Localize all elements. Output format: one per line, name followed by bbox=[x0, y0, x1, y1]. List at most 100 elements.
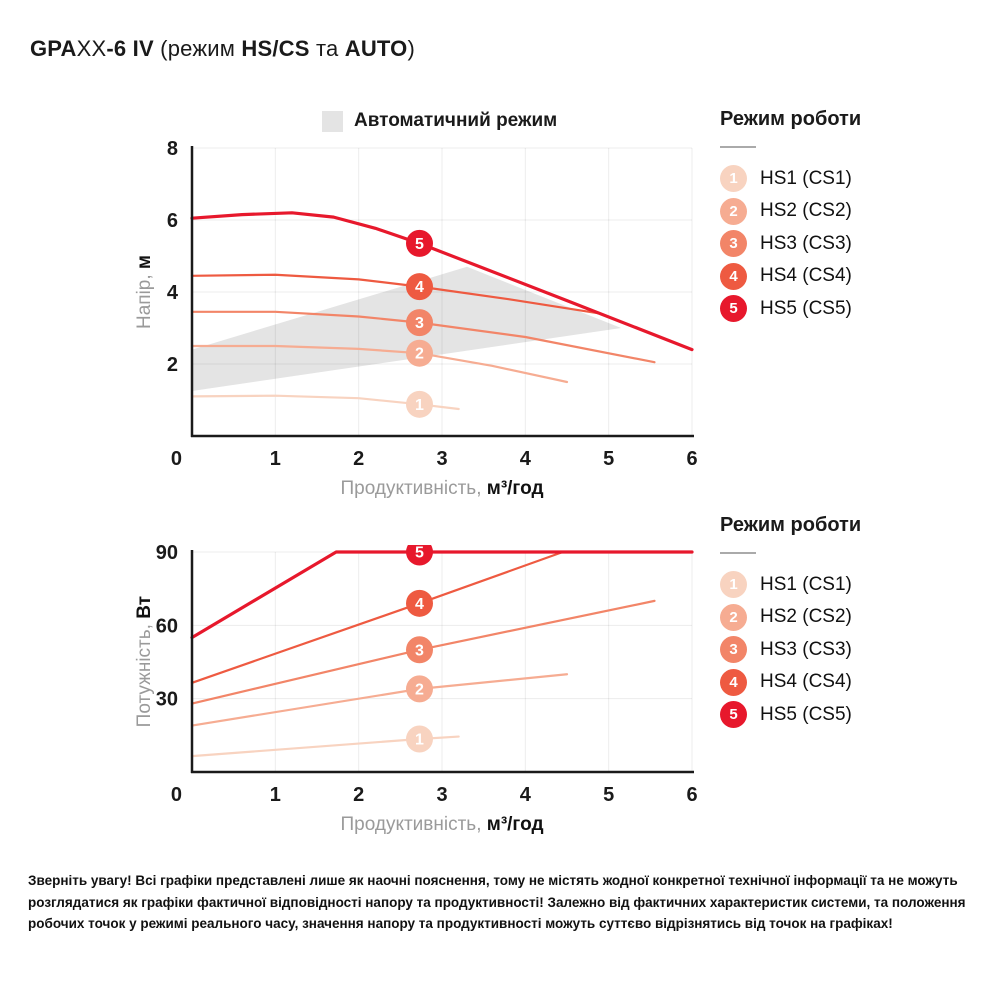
mode-number-badge: 5 bbox=[720, 295, 747, 322]
curve-marker-number: 5 bbox=[415, 545, 424, 562]
mode-number-badge: 1 bbox=[720, 165, 747, 192]
curve-marker-number: 2 bbox=[415, 681, 424, 698]
y-tick-label: 30 bbox=[156, 689, 178, 711]
legend-item-label: HS3 (CS3) bbox=[760, 638, 852, 660]
curve-marker-number: 1 bbox=[415, 732, 424, 749]
x-tick-label: 0 bbox=[171, 784, 182, 806]
y-tick-label: 8 bbox=[167, 138, 178, 160]
x-tick-label: 1 bbox=[270, 784, 281, 806]
mode-number-badge: 3 bbox=[720, 230, 747, 257]
mode-legend-title: Режим роботи bbox=[720, 108, 862, 130]
curve-marker-number: 4 bbox=[415, 279, 424, 296]
x-tick-label: 2 bbox=[353, 448, 364, 470]
curve-hs2 bbox=[190, 673, 569, 727]
mode-number-badge: 1 bbox=[720, 571, 747, 598]
text-segment: м³/год bbox=[486, 478, 544, 499]
mode-number-badge: 4 bbox=[720, 668, 747, 696]
text-segment: ) bbox=[407, 36, 415, 61]
curve-marker-2 bbox=[406, 339, 433, 367]
auto-mode-legend: Автоматичний режим bbox=[322, 110, 557, 132]
head-chart-svg: 0 1 2 3 4 5 6 2 4 6 8 1 2 3 4 5 bbox=[167, 138, 698, 470]
legend-item-label: HS3 (CS3) bbox=[760, 232, 852, 254]
curve-hs5 bbox=[190, 211, 694, 352]
text-segment: GPA bbox=[30, 36, 77, 61]
curve-hs4 bbox=[190, 550, 564, 684]
x-tick-label: 6 bbox=[686, 784, 697, 806]
mode-number-badge: 2 bbox=[720, 603, 747, 631]
curve-hs4 bbox=[190, 273, 602, 315]
curve-marker-4 bbox=[406, 273, 433, 301]
curve-marker-4 bbox=[406, 589, 433, 617]
x-tick-label: 3 bbox=[436, 448, 447, 470]
curve-marker-number: 3 bbox=[415, 642, 424, 659]
curve-marker-number: 5 bbox=[415, 236, 424, 253]
legend-item-label: HS5 (CS5) bbox=[760, 703, 852, 725]
legend-item-hs4: 4 HS4 (CS4) bbox=[720, 668, 970, 696]
legend-item-label: HS2 (CS2) bbox=[760, 606, 852, 627]
mode-legend-items: 1 HS1 (CS1) 2 HS2 (CS2) 3 HS3 (CS3) 4 HS4 (CS4)… bbox=[720, 571, 970, 728]
curve-marker-3 bbox=[406, 636, 433, 664]
text-segment: та bbox=[309, 36, 345, 61]
text-segment: -6 IV bbox=[106, 36, 154, 61]
text-segment: (режим bbox=[153, 36, 242, 61]
mode-legend-items: 1 HS1 (CS1) 2 HS2 (CS2) 3 HS3 (CS3) 4 HS4 (CS4)… bbox=[720, 165, 970, 322]
text-segment: XX bbox=[76, 36, 107, 61]
legend-item-label: HS4 (CS4) bbox=[760, 265, 852, 286]
legend-item-label: HS4 (CS4) bbox=[760, 671, 852, 692]
legend-item-hs1: 1 HS1 (CS1) bbox=[720, 165, 970, 192]
curve-marker-5 bbox=[406, 229, 433, 257]
page-title: GPAXX-6 IV (режим HS/CS та AUTO) bbox=[30, 36, 415, 62]
y-tick-label: 60 bbox=[156, 615, 178, 637]
mode-number-badge: 5 bbox=[720, 701, 747, 728]
x-tick-label: 5 bbox=[603, 784, 614, 806]
curve-marker-5 bbox=[406, 545, 433, 566]
x-tick-label: 6 bbox=[686, 448, 697, 470]
y-tick-label: 6 bbox=[167, 210, 178, 232]
curve-marker-number: 2 bbox=[415, 346, 424, 363]
legend-item-label: HS5 (CS5) bbox=[760, 297, 852, 319]
legend-item-label: HS1 (CS1) bbox=[760, 167, 852, 189]
legend-divider bbox=[720, 552, 756, 554]
power-x-axis-title: Продуктивність, м³/год bbox=[192, 814, 692, 836]
mode-number-badge: 4 bbox=[720, 262, 747, 290]
text-segment: HS/CS bbox=[241, 36, 310, 61]
head-x-axis-title: Продуктивність, м³/год bbox=[192, 478, 692, 500]
x-tick-label: 1 bbox=[270, 448, 281, 470]
legend-item-hs5: 5 HS5 (CS5) bbox=[720, 295, 970, 322]
auto-mode-label: Автоматичний режим bbox=[354, 110, 558, 131]
legend-item-hs4: 4 HS4 (CS4) bbox=[720, 262, 970, 290]
legend-item-label: HS2 (CS2) bbox=[760, 200, 852, 221]
x-tick-label: 2 bbox=[353, 784, 364, 806]
auto-mode-band bbox=[192, 266, 622, 391]
curve-marker-number: 3 bbox=[415, 315, 424, 332]
x-tick-label: 4 bbox=[520, 448, 532, 470]
y-tick-label: 2 bbox=[167, 354, 178, 376]
disclaimer-text: Зверніть увагу! Всі графіки представлені… bbox=[28, 873, 966, 932]
legend-item-hs3: 3 HS3 (CS3) bbox=[720, 230, 970, 257]
mode-legend-power: Режим роботи 1 HS1 (CS1) 2 HS2 (CS2) 3 HS3 (C… bbox=[720, 514, 970, 734]
curve-marker-1 bbox=[406, 725, 433, 753]
curve-marker-3 bbox=[406, 309, 433, 337]
text-segment: Продуктивність, bbox=[340, 478, 487, 499]
mode-legend-head: Режим роботи 1 HS1 (CS1) 2 HS2 (CS2) 3 HS3 (C… bbox=[720, 108, 970, 328]
legend-item-hs2: 2 HS2 (CS2) bbox=[720, 197, 970, 225]
mode-legend-title: Режим роботи bbox=[720, 514, 862, 536]
x-tick-label: 5 bbox=[603, 448, 614, 470]
power-chart-svg: 0 1 2 3 4 5 6 30 60 90 1 2 3 4 5 bbox=[156, 545, 698, 806]
curve-hs5 bbox=[190, 550, 694, 640]
legend-item-hs2: 2 HS2 (CS2) bbox=[720, 603, 970, 631]
auto-mode-swatch bbox=[322, 110, 343, 132]
mode-number-badge: 2 bbox=[720, 197, 747, 225]
legend-divider bbox=[720, 146, 756, 148]
curve-marker-2 bbox=[406, 675, 433, 703]
curve-marker-number: 1 bbox=[415, 397, 424, 414]
curve-hs2 bbox=[190, 344, 569, 384]
legend-item-hs3: 3 HS3 (CS3) bbox=[720, 636, 970, 663]
text-segment: AUTO bbox=[344, 36, 408, 61]
y-tick-label: 90 bbox=[156, 545, 178, 564]
x-tick-label: 4 bbox=[520, 784, 532, 806]
legend-item-hs5: 5 HS5 (CS5) bbox=[720, 701, 970, 728]
legend-item-label: HS1 (CS1) bbox=[760, 573, 852, 595]
legend-item-hs1: 1 HS1 (CS1) bbox=[720, 571, 970, 598]
